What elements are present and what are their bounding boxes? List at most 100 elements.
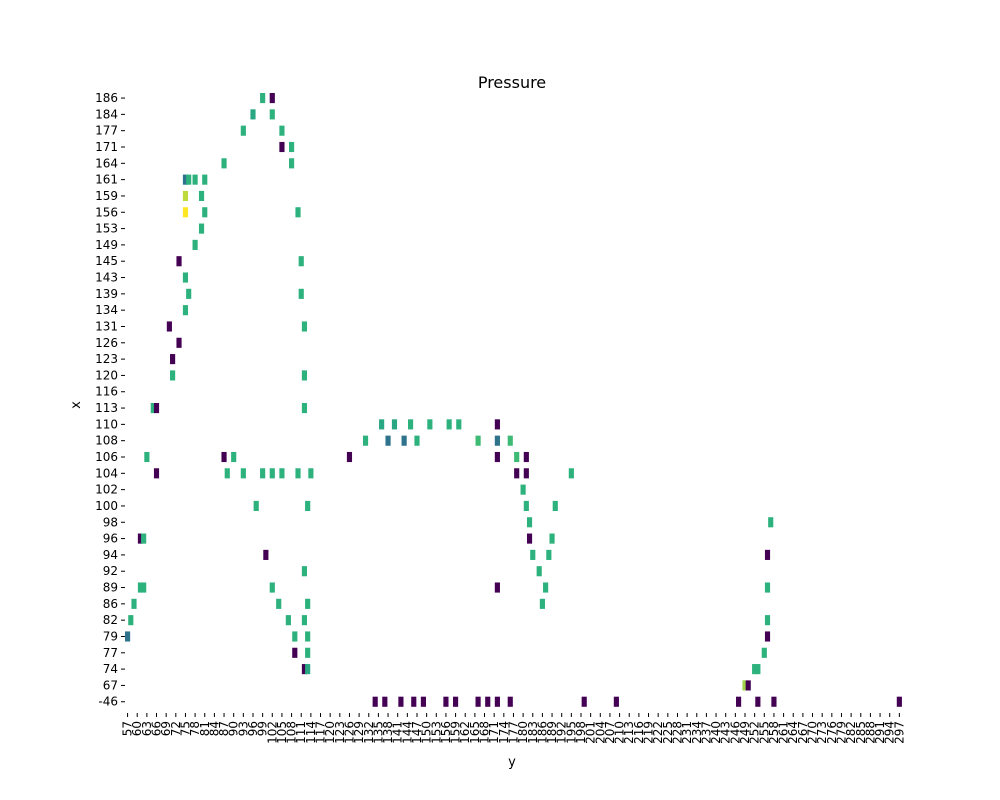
x-tick-label: 186 [535, 721, 549, 744]
x-tick-label: 75 [178, 721, 192, 736]
x-tick-label: 201 [584, 721, 598, 744]
heatmap-cell [176, 337, 182, 348]
x-tick-label: 78 [188, 721, 202, 736]
x-tick-label: 192 [555, 721, 569, 744]
heatmap-cell [186, 174, 192, 185]
heatmap-cell [446, 419, 452, 430]
x-tick-label: 123 [333, 721, 347, 744]
x-tick-label: 213 [622, 721, 636, 744]
x-tick-label: 156 [439, 721, 453, 744]
heatmap-cell [443, 696, 449, 707]
x-tick-label: 288 [863, 721, 877, 744]
heatmap-cell [285, 615, 291, 626]
heatmap-cell [170, 370, 176, 381]
heatmap-cell [407, 419, 414, 430]
y-tick-label: 120 [95, 368, 118, 382]
x-tick-label: 264 [786, 721, 800, 744]
x-tick-label: 234 [690, 721, 704, 744]
heatmap-cell [250, 109, 256, 120]
heatmap-cell [475, 696, 481, 707]
heatmap-cell [520, 484, 526, 495]
x-tick-label: 87 [217, 721, 231, 736]
y-axis-label: x [69, 401, 84, 409]
heatmap-cell [305, 647, 311, 658]
x-tick-label: 177 [506, 721, 520, 744]
heatmap-cell [896, 696, 902, 707]
heatmap-cell [568, 468, 574, 479]
heatmap-cell [372, 696, 378, 707]
heatmap-cell [523, 451, 529, 463]
heatmap-cell [771, 696, 777, 707]
heatmap-cell [176, 256, 182, 267]
heatmap-cell [186, 288, 192, 299]
x-tick-label: 246 [728, 721, 742, 744]
heatmap-cell [298, 256, 304, 267]
y-tick-label: 79 [103, 629, 118, 643]
heatmap-cell [289, 141, 295, 153]
heatmap-cell [736, 696, 742, 707]
heatmap-cell [182, 207, 189, 218]
heatmap-cell [427, 419, 433, 430]
heatmap-cell [764, 549, 771, 560]
heatmap-cell [420, 696, 426, 707]
heatmap-cell [346, 451, 353, 463]
x-tick-label: 285 [854, 721, 868, 744]
x-tick-label: 297 [892, 721, 906, 744]
x-tick-label: 237 [699, 721, 713, 744]
heatmap-cell [153, 403, 160, 414]
x-tick-label: 279 [834, 721, 848, 744]
x-tick-label: 267 [796, 721, 810, 744]
x-tick-label: 225 [661, 721, 675, 744]
y-tick-label: 98 [103, 515, 118, 529]
heatmap-cell [279, 468, 285, 479]
heatmap-cell [192, 174, 198, 185]
heatmap-cell [269, 468, 275, 479]
x-tick-label: 150 [420, 721, 434, 744]
heatmap-cell [456, 419, 462, 430]
x-tick-label: 174 [497, 721, 511, 744]
heatmap-cell [128, 615, 134, 626]
x-tick-label: 60 [130, 721, 144, 736]
y-tick-label: 184 [95, 107, 118, 121]
y-tick-label: 164 [95, 156, 118, 170]
heatmap-cell [276, 598, 282, 609]
heatmap-cell [125, 631, 131, 642]
x-tick-label: 132 [362, 721, 376, 744]
heatmap-cell [539, 598, 545, 609]
y-tick-label: 153 [95, 222, 118, 236]
x-tick-label: 216 [632, 721, 646, 744]
heatmap-cell [755, 664, 761, 675]
heatmap-cell [153, 468, 160, 479]
x-tick-label: 252 [748, 721, 762, 744]
y-tick-label: 134 [95, 303, 118, 317]
heatmap-cell [305, 598, 311, 609]
heatmap-cell [764, 615, 771, 626]
y-tick-label: 82 [103, 613, 118, 627]
heatmap-cell [166, 321, 172, 332]
x-tick-label: 105 [275, 721, 289, 744]
x-tick-label: 138 [381, 721, 395, 744]
heatmap-cell [144, 451, 150, 463]
x-tick-label: 258 [767, 721, 781, 744]
x-tick-label: 171 [487, 721, 501, 744]
y-tick-label: 110 [95, 417, 118, 431]
y-tick-label: 106 [95, 450, 118, 464]
heatmap-cell [301, 403, 308, 414]
x-axis-label: y [508, 755, 516, 770]
heatmap-cell [269, 93, 275, 104]
y-tick-label: 89 [103, 581, 118, 595]
x-tick-label: 294 [883, 721, 897, 744]
y-tick-label: 102 [95, 483, 118, 497]
heatmap-cell [391, 419, 398, 430]
heatmap-cell [141, 582, 147, 593]
y-tick-label: 139 [95, 287, 118, 301]
heatmap-cell [764, 582, 771, 593]
heatmap-cell [494, 419, 500, 430]
heatmap-cell [224, 468, 230, 479]
y-axis-ticks: 186 184 177 171 164 161 159 156 153 149 145 143 139 1… [95, 91, 125, 709]
heatmap-cell [385, 435, 391, 446]
heatmap-cell [362, 435, 369, 446]
heatmap-cell [221, 158, 227, 169]
heatmap-cell [298, 288, 304, 299]
y-tick-label: 126 [95, 336, 118, 350]
